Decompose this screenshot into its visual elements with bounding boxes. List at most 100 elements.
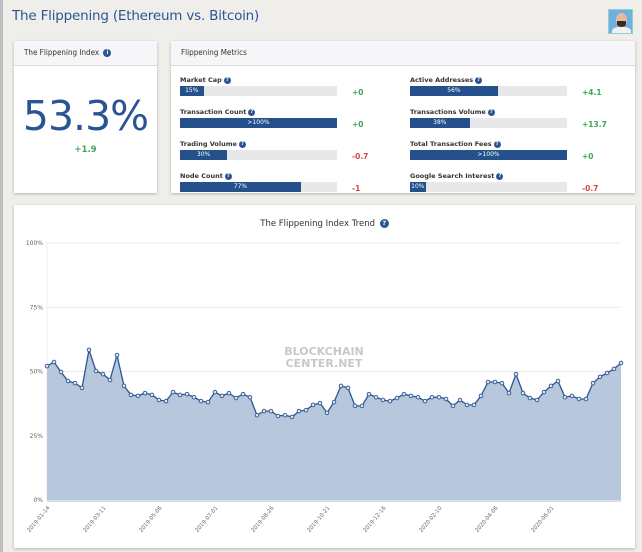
metric-bar-fill: 30%	[180, 150, 228, 160]
page-title: The Flippening (Ethereum vs. Bitcoin)	[12, 8, 260, 24]
data-point	[51, 359, 57, 365]
metric-bar-text: >100%	[247, 119, 270, 126]
metric-transactions-volume: Transactions Volume? 38% +13.7	[410, 108, 620, 129]
data-point	[149, 392, 155, 398]
data-point	[261, 408, 267, 414]
data-point	[548, 383, 554, 389]
metric-label-text: Google Search Interest	[410, 172, 495, 180]
data-point	[170, 389, 176, 395]
x-tick-label: 2020-06-01	[530, 505, 555, 533]
watermark-line1: BLOCKCHAIN	[284, 345, 364, 358]
user-avatar-icon[interactable]	[608, 9, 633, 34]
data-point	[317, 400, 323, 406]
help-icon[interactable]: ?	[487, 108, 495, 116]
data-point	[324, 410, 330, 416]
data-point	[541, 389, 547, 395]
metric-progress-bar: 56%	[410, 86, 567, 96]
help-icon[interactable]: ?	[248, 108, 256, 116]
metric-label: Transactions Volume?	[410, 108, 620, 118]
info-icon[interactable]: i	[103, 48, 112, 57]
help-icon[interactable]: ?	[224, 172, 232, 180]
x-tick-label: 2019-03-11	[82, 505, 107, 533]
data-point	[65, 378, 71, 384]
metric-change: +13.7	[582, 120, 607, 129]
help-icon[interactable]: ?	[493, 140, 501, 148]
metric-progress-bar: >100%	[180, 118, 337, 128]
x-tick-label: 2019-08-26	[250, 505, 275, 534]
metric-active-addresses: Active Addresses? 56% +4.1	[410, 76, 620, 97]
data-point	[142, 390, 148, 396]
data-point	[114, 352, 120, 358]
metric-label: Total Transaction Fees?	[410, 140, 620, 150]
index-value: 53.3%	[22, 92, 149, 140]
metric-bar-fill: 38%	[410, 118, 470, 128]
data-point	[198, 398, 204, 404]
data-point	[450, 403, 456, 409]
data-point	[331, 399, 337, 405]
metric-label: Google Search Interest?	[410, 172, 620, 182]
data-point	[352, 403, 358, 409]
metric-label: Trading Volume?	[180, 140, 390, 150]
data-point	[527, 395, 533, 401]
index-panel-header: The Flippening Index i	[14, 41, 157, 66]
data-point	[163, 398, 169, 404]
data-point	[513, 371, 519, 377]
x-tick-label: 2020-02-10	[418, 505, 443, 534]
data-point	[191, 394, 197, 400]
metric-label-text: Node Count	[180, 172, 223, 180]
data-point	[583, 396, 589, 402]
data-point	[394, 395, 400, 401]
area-fill	[47, 349, 621, 500]
metric-label-text: Transactions Volume	[410, 108, 486, 116]
data-point	[569, 393, 575, 399]
data-point	[128, 392, 134, 398]
data-point	[219, 393, 225, 399]
metric-total-transaction-fees: Total Transaction Fees? >100% +0	[410, 140, 620, 161]
metric-bar-text: 38%	[433, 119, 447, 126]
data-point	[303, 407, 309, 413]
data-point	[121, 383, 127, 389]
data-point	[359, 403, 365, 409]
data-point	[471, 402, 477, 408]
data-point	[562, 394, 568, 400]
data-point	[366, 391, 372, 397]
help-icon[interactable]: ?	[496, 172, 504, 180]
metric-change: -1	[352, 184, 361, 193]
data-point	[212, 389, 218, 395]
data-point	[373, 394, 379, 400]
metric-change: -0.7	[582, 184, 599, 193]
data-point	[618, 360, 624, 366]
data-point	[72, 380, 78, 386]
y-tick-label: 50%	[30, 369, 44, 376]
y-tick-label: 0%	[33, 497, 43, 504]
data-point	[44, 363, 50, 369]
data-point	[268, 408, 274, 414]
x-tick-label: 2019-10-21	[306, 505, 331, 533]
data-point	[443, 396, 449, 402]
metric-bar-fill: 77%	[180, 182, 301, 192]
help-icon[interactable]: ?	[223, 76, 231, 84]
x-tick-label: 2019-12-16	[362, 505, 387, 534]
metric-bar-fill: 10%	[410, 182, 426, 192]
metric-label: Transaction Count?	[180, 108, 390, 118]
metric-progress-bar: 10%	[410, 182, 567, 192]
help-icon[interactable]: ?	[379, 219, 389, 228]
metric-label-text: Market Cap	[180, 76, 222, 84]
data-point	[611, 366, 617, 372]
metric-progress-bar: 77%	[180, 182, 337, 192]
data-point	[345, 385, 351, 391]
data-point	[597, 374, 603, 380]
data-point	[107, 377, 113, 383]
data-point	[240, 391, 246, 397]
data-point	[247, 394, 253, 400]
data-point	[58, 369, 64, 375]
x-tick-label: 2019-05-06	[138, 505, 163, 534]
index-change: +1.9	[74, 145, 97, 155]
metric-label-text: Active Addresses	[410, 76, 474, 84]
x-tick-label: 2019-01-14	[26, 505, 51, 534]
help-icon[interactable]: ?	[475, 76, 483, 84]
help-icon[interactable]: ?	[238, 140, 246, 148]
metric-bar-fill: >100%	[410, 150, 567, 160]
metrics-panel-header: Flippening Metrics	[171, 41, 635, 66]
data-point	[296, 408, 302, 414]
